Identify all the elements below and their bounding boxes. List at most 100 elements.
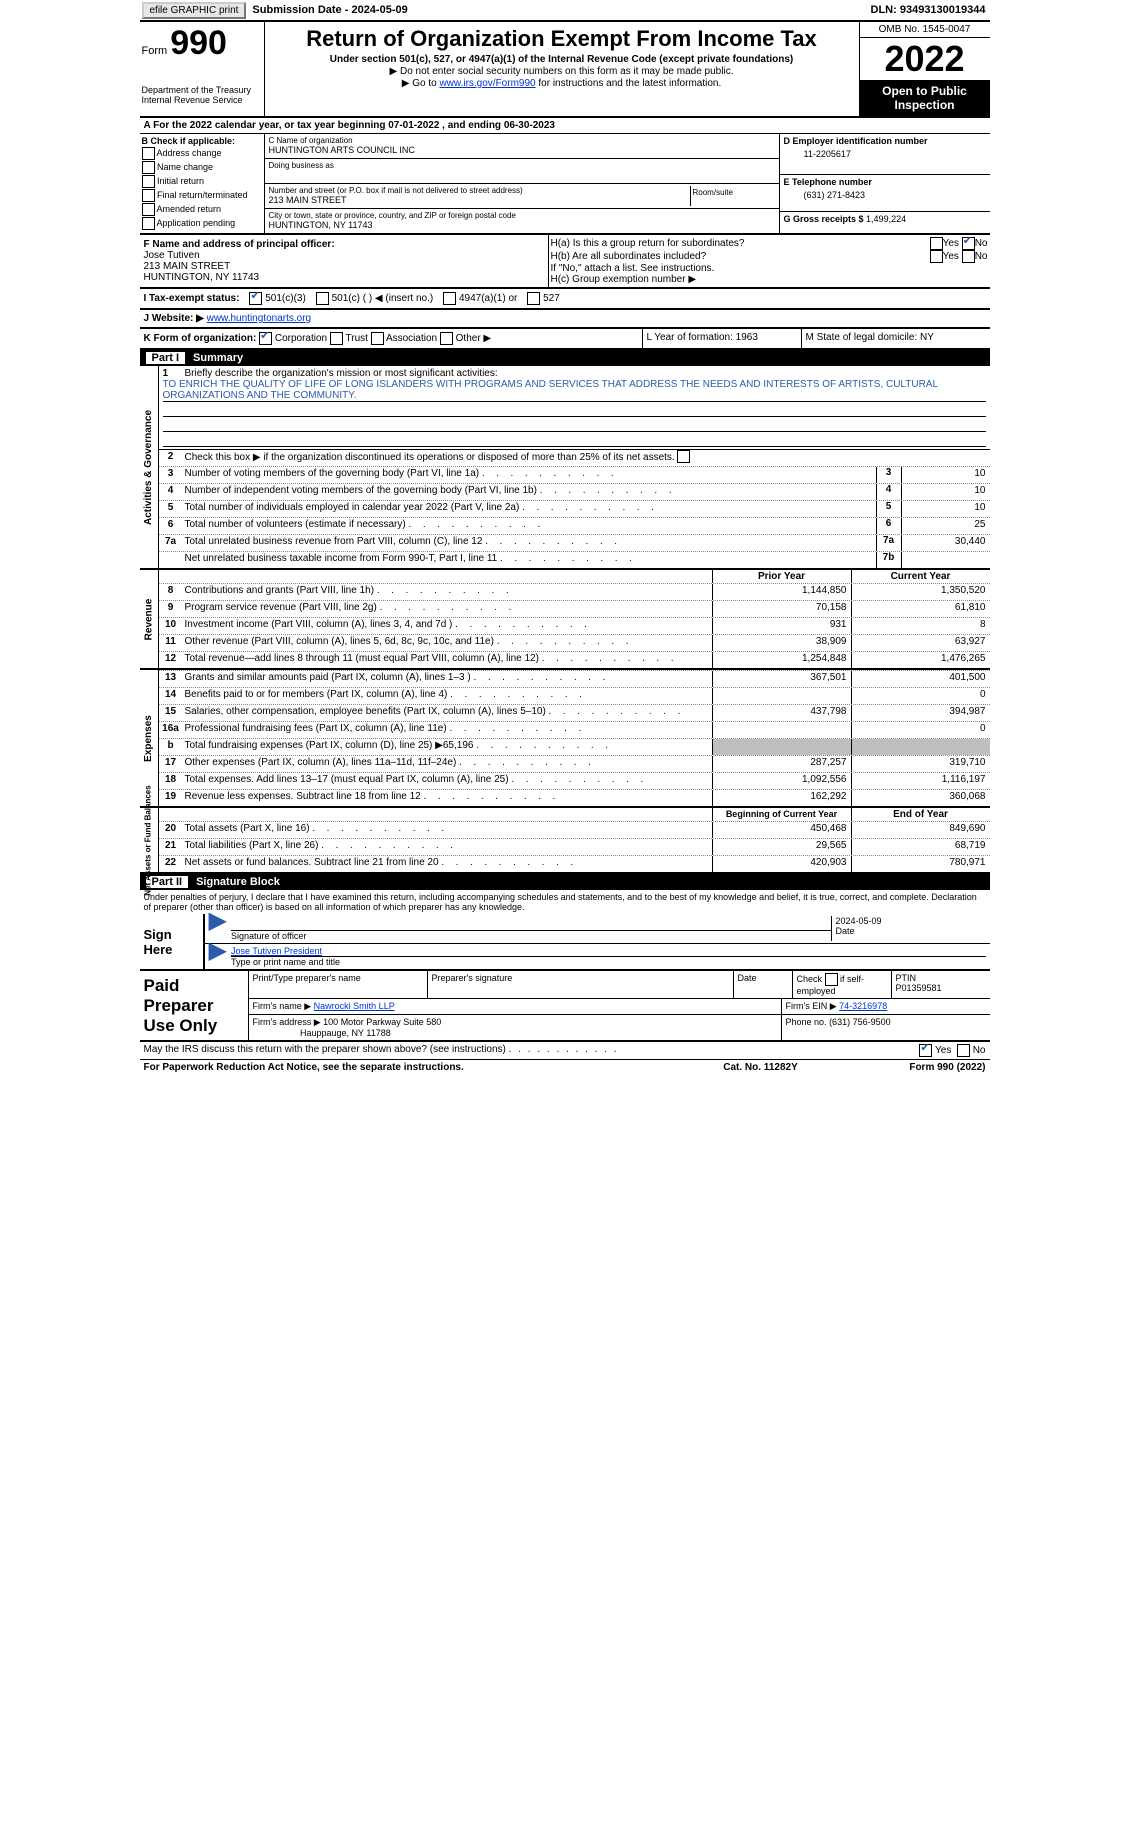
section-c-name-address: C Name of organization HUNTINGTON ARTS C… [265, 134, 780, 233]
self-employed-checkbox[interactable] [825, 973, 838, 986]
form-990-page: efile GRAPHIC print Submission Date - 20… [140, 0, 990, 1075]
efile-print-button[interactable]: efile GRAPHIC print [142, 2, 247, 19]
mission-block: 1Briefly describe the organization's mis… [159, 366, 990, 450]
501c-checkbox[interactable] [316, 292, 329, 305]
officer-group-row: F Name and address of principal officer:… [140, 235, 990, 289]
line-20: 20Total assets (Part X, line 16) . . . .… [159, 821, 990, 838]
declaration-text: Under penalties of perjury, I declare th… [140, 890, 990, 914]
hb-no-checkbox[interactable] [962, 250, 975, 263]
line-22: 22Net assets or fund balances. Subtract … [159, 855, 990, 872]
discuss-preparer-row: May the IRS discuss this return with the… [140, 1042, 990, 1059]
section-a-taxyear: A For the 2022 calendar year, or tax yea… [140, 118, 990, 134]
cat-number: Cat. No. 11282Y [686, 1062, 836, 1073]
line-16a: 16aProfessional fundraising fees (Part I… [159, 721, 990, 738]
corporation-checkbox[interactable] [259, 332, 272, 345]
mission-text: TO ENRICH THE QUALITY OF LIFE OF LONG IS… [163, 379, 986, 402]
initial-return-checkbox[interactable] [142, 175, 155, 188]
line-9: 9Program service revenue (Part VIII, lin… [159, 600, 990, 617]
typename-arrow-icon: ▶ [209, 946, 227, 967]
line-17: 17Other expenses (Part IX, column (A), l… [159, 755, 990, 772]
association-checkbox[interactable] [371, 332, 384, 345]
section-d-ein-phone: D Employer identification number 11-2205… [780, 134, 990, 233]
website-link[interactable]: www.huntingtonarts.org [207, 313, 312, 324]
firm-name-link[interactable]: Nawrocki Smith LLP [314, 1001, 395, 1011]
form-footer-label: Form 990 (2022) [836, 1062, 986, 1073]
line-11: 11Other revenue (Part VIII, column (A), … [159, 634, 990, 651]
form-title: Return of Organization Exempt From Incom… [269, 26, 855, 52]
ha-no-checkbox[interactable] [962, 237, 975, 250]
section-b-checkboxes: B Check if applicable: Address change Na… [140, 134, 265, 233]
form-subtitle: Under section 501(c), 527, or 4947(a)(1)… [269, 54, 855, 65]
org-name: HUNTINGTON ARTS COUNCIL INC [269, 145, 775, 155]
firm-ein-link[interactable]: 74-3216978 [839, 1001, 887, 1011]
firm-phone: (631) 756-9500 [829, 1017, 891, 1027]
line-12: 12Total revenue—add lines 8 through 11 (… [159, 651, 990, 668]
line-13: 13Grants and similar amounts paid (Part … [159, 670, 990, 687]
year-formation: L Year of formation: 1963 [643, 329, 802, 348]
amended-return-checkbox[interactable] [142, 203, 155, 216]
firm-addr2: Hauppauge, NY 11788 [300, 1028, 391, 1038]
line-18: 18Total expenses. Add lines 13–17 (must … [159, 772, 990, 789]
part-ii-header: Part II Signature Block [140, 874, 990, 890]
4947-checkbox[interactable] [443, 292, 456, 305]
expenses-section: Expenses 13Grants and similar amounts pa… [140, 670, 990, 808]
line-21: 21Total liabilities (Part X, line 26) . … [159, 838, 990, 855]
preparer-date-label: Date [734, 971, 793, 998]
summary-row-6: 6Total number of volunteers (estimate if… [159, 517, 990, 534]
line-b: bTotal fundraising expenses (Part IX, co… [159, 738, 990, 755]
sig-officer-label: Signature of officer [231, 931, 831, 941]
line-19: 19Revenue less expenses. Subtract line 1… [159, 789, 990, 806]
net-assets-label: Net Assets or Fund Balances [144, 785, 153, 895]
irs-form990-link[interactable]: www.irs.gov/Form990 [439, 78, 535, 89]
line-8: 8Contributions and grants (Part VIII, li… [159, 583, 990, 600]
prior-year-header: Prior Year [712, 570, 851, 583]
name-change-checkbox[interactable] [142, 161, 155, 174]
boy-header: Beginning of Current Year [712, 808, 851, 821]
paid-preparer-block: Paid Preparer Use Only Print/Type prepar… [140, 971, 990, 1042]
application-pending-checkbox[interactable] [142, 217, 155, 230]
section-f-officer: F Name and address of principal officer:… [140, 235, 549, 287]
expenses-label: Expenses [143, 715, 154, 762]
ha-yes-checkbox[interactable] [930, 237, 943, 250]
top-bar: efile GRAPHIC print Submission Date - 20… [140, 0, 990, 22]
line-10: 10Investment income (Part VIII, column (… [159, 617, 990, 634]
form-header: Form 990 Department of the Treasury Inte… [140, 22, 990, 118]
current-year-header: Current Year [851, 570, 990, 583]
net-assets-section: Net Assets or Fund Balances Beginning of… [140, 808, 990, 874]
hb-yes-checkbox[interactable] [930, 250, 943, 263]
officer-name-link[interactable]: Jose Tutiven President [231, 946, 322, 956]
gross-receipts: 1,499,224 [866, 214, 906, 224]
dept-treasury: Department of the Treasury Internal Reve… [142, 85, 262, 105]
discuss-no-checkbox[interactable] [957, 1044, 970, 1057]
sig-date: 2024-05-09 [836, 916, 986, 926]
summary-row-5: 5Total number of individuals employed in… [159, 500, 990, 517]
final-return-checkbox[interactable] [142, 189, 155, 202]
preparer-sig-label: Preparer's signature [428, 971, 734, 998]
ein-value: 11-2205617 [804, 149, 986, 159]
ag-label: Activities & Governance [143, 409, 154, 524]
activities-governance-section: Activities & Governance 1Briefly describ… [140, 366, 990, 570]
submission-date-label: Submission Date - 2024-05-09 [252, 4, 407, 16]
address-change-checkbox[interactable] [142, 147, 155, 160]
discuss-yes-checkbox[interactable] [919, 1044, 932, 1057]
form-number-cell: Form 990 Department of the Treasury Inte… [140, 22, 265, 116]
501c3-checkbox[interactable] [249, 292, 262, 305]
form-year-cell: OMB No. 1545-0047 2022 Open to Public In… [859, 22, 990, 116]
preparer-name-label: Print/Type preparer's name [249, 971, 428, 998]
trust-checkbox[interactable] [330, 332, 343, 345]
527-checkbox[interactable] [527, 292, 540, 305]
ptin-value: P01359581 [896, 983, 942, 993]
form-word: Form [142, 45, 168, 57]
summary-row-4: 4Number of independent voting members of… [159, 483, 990, 500]
org-city: HUNTINGTON, NY 11743 [269, 220, 775, 230]
other-checkbox[interactable] [440, 332, 453, 345]
part-i-header: Part I Summary [140, 350, 990, 366]
org-street: 213 MAIN STREET [269, 195, 690, 205]
sign-here-label: Sign Here [140, 914, 203, 969]
discontinued-checkbox[interactable] [677, 450, 690, 463]
sign-here-block: Sign Here ▶ Signature of officer 2024-05… [140, 914, 990, 971]
form-title-cell: Return of Organization Exempt From Incom… [265, 22, 859, 116]
state-domicile: M State of legal domicile: NY [802, 329, 990, 348]
revenue-section: Revenue Prior Year Current Year 8Contrib… [140, 570, 990, 670]
summary-row-3: 3Number of voting members of the governi… [159, 466, 990, 483]
